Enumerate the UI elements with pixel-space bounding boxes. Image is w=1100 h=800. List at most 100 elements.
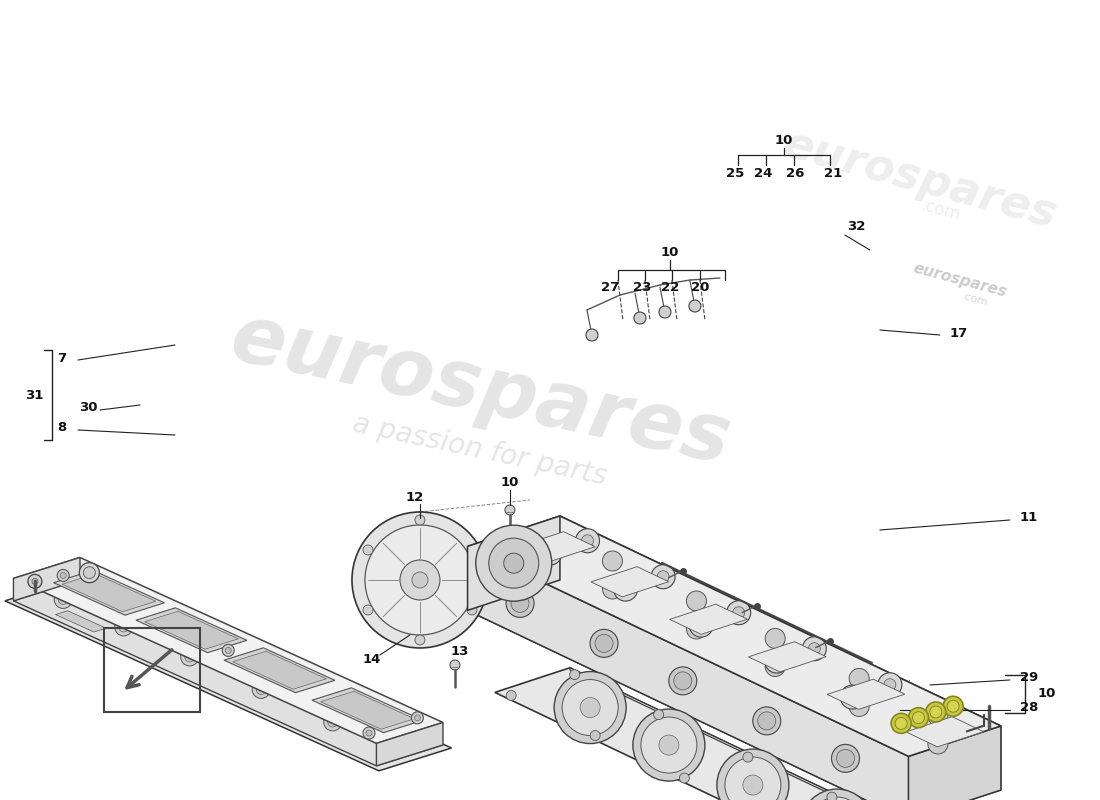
Circle shape xyxy=(653,710,663,720)
Circle shape xyxy=(651,565,675,589)
Text: a passion for parts: a passion for parts xyxy=(350,410,609,490)
Circle shape xyxy=(119,622,129,632)
Polygon shape xyxy=(468,546,909,800)
Circle shape xyxy=(388,745,398,754)
Polygon shape xyxy=(13,558,80,601)
Circle shape xyxy=(884,678,895,690)
Text: 30: 30 xyxy=(79,402,97,414)
Text: eurospares: eurospares xyxy=(223,299,737,481)
Text: 27: 27 xyxy=(601,281,619,294)
Text: 22: 22 xyxy=(661,281,679,294)
Circle shape xyxy=(466,545,477,555)
Text: 20: 20 xyxy=(691,281,710,294)
Text: 24: 24 xyxy=(754,166,772,179)
Circle shape xyxy=(632,709,705,781)
Circle shape xyxy=(506,690,516,701)
Circle shape xyxy=(808,642,821,654)
Circle shape xyxy=(595,634,613,652)
Circle shape xyxy=(808,797,865,800)
Circle shape xyxy=(659,306,671,318)
Circle shape xyxy=(400,560,440,600)
Polygon shape xyxy=(320,691,415,730)
Circle shape xyxy=(771,655,783,667)
Circle shape xyxy=(603,579,623,599)
Circle shape xyxy=(538,541,562,565)
Circle shape xyxy=(590,630,618,658)
Text: 11: 11 xyxy=(1020,511,1038,525)
Text: .com: .com xyxy=(960,292,989,308)
Circle shape xyxy=(802,637,826,661)
Circle shape xyxy=(488,538,539,588)
Text: .com: .com xyxy=(917,196,961,224)
Text: 29: 29 xyxy=(1020,671,1038,685)
Circle shape xyxy=(603,551,623,571)
Circle shape xyxy=(680,773,690,783)
Circle shape xyxy=(846,691,858,703)
Circle shape xyxy=(695,619,707,631)
Circle shape xyxy=(634,312,646,324)
Polygon shape xyxy=(55,610,106,632)
Circle shape xyxy=(562,679,618,735)
Circle shape xyxy=(32,578,37,584)
Circle shape xyxy=(590,730,601,741)
Polygon shape xyxy=(570,668,1000,800)
Circle shape xyxy=(928,734,948,754)
Circle shape xyxy=(512,594,529,612)
Circle shape xyxy=(363,545,373,555)
Polygon shape xyxy=(670,604,747,634)
Polygon shape xyxy=(517,532,595,562)
Circle shape xyxy=(840,685,865,709)
Circle shape xyxy=(366,730,372,736)
Circle shape xyxy=(60,573,66,578)
Circle shape xyxy=(832,744,859,772)
Circle shape xyxy=(686,591,706,611)
Circle shape xyxy=(185,652,195,662)
Circle shape xyxy=(352,512,488,648)
Polygon shape xyxy=(827,679,905,710)
Circle shape xyxy=(506,590,534,618)
Circle shape xyxy=(669,667,696,695)
Circle shape xyxy=(930,706,942,718)
Circle shape xyxy=(79,562,99,582)
Circle shape xyxy=(544,547,556,559)
Circle shape xyxy=(619,583,631,595)
Circle shape xyxy=(226,647,231,654)
Circle shape xyxy=(689,300,701,312)
Circle shape xyxy=(758,712,776,730)
Polygon shape xyxy=(495,668,1000,800)
Text: 21: 21 xyxy=(824,166,842,179)
Circle shape xyxy=(582,534,594,546)
Circle shape xyxy=(836,750,855,767)
Text: 32: 32 xyxy=(847,219,865,233)
Circle shape xyxy=(411,712,424,724)
Circle shape xyxy=(947,700,959,712)
Circle shape xyxy=(54,590,73,609)
Polygon shape xyxy=(748,642,826,672)
Circle shape xyxy=(504,553,524,573)
Text: 25: 25 xyxy=(726,166,744,179)
Circle shape xyxy=(415,715,420,721)
Text: 31: 31 xyxy=(25,389,43,402)
Circle shape xyxy=(222,645,234,657)
Text: 13: 13 xyxy=(451,646,469,658)
Circle shape xyxy=(659,735,679,755)
Circle shape xyxy=(180,648,199,666)
Text: 12: 12 xyxy=(406,491,425,505)
Circle shape xyxy=(554,671,626,743)
Polygon shape xyxy=(174,642,241,670)
Circle shape xyxy=(690,613,713,637)
Circle shape xyxy=(801,789,873,800)
Polygon shape xyxy=(13,558,443,743)
Polygon shape xyxy=(144,611,239,650)
Polygon shape xyxy=(54,570,164,615)
Circle shape xyxy=(58,594,68,605)
Polygon shape xyxy=(89,600,140,622)
Polygon shape xyxy=(591,566,669,597)
Polygon shape xyxy=(224,648,334,693)
Polygon shape xyxy=(136,608,246,653)
Polygon shape xyxy=(13,580,443,766)
Text: 10: 10 xyxy=(500,477,519,490)
Circle shape xyxy=(674,672,692,690)
Circle shape xyxy=(323,713,342,731)
Circle shape xyxy=(252,681,271,698)
